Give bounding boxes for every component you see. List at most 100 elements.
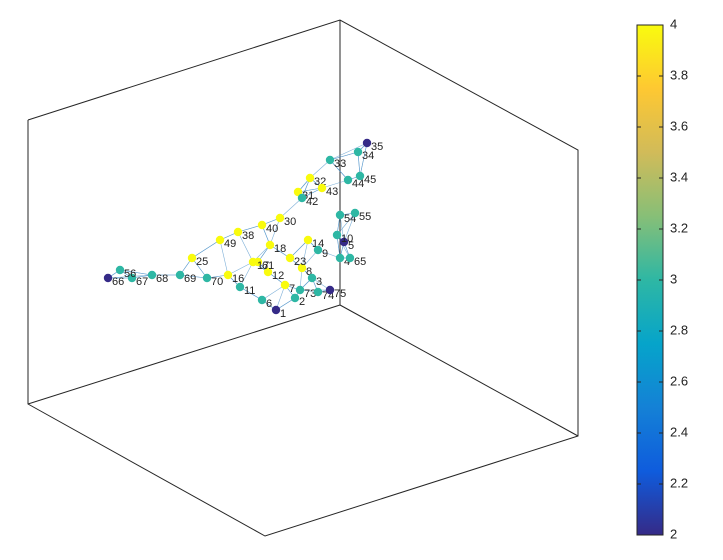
node-label: 11: [244, 285, 255, 297]
node: [332, 230, 342, 240]
node: [103, 273, 113, 283]
colorbar-tick-label: 3.8: [670, 67, 688, 82]
node-label: 14: [312, 238, 324, 250]
edge: [275, 284, 286, 311]
node: [295, 285, 305, 295]
node-label: 44: [352, 178, 364, 190]
node-label: 43: [326, 186, 338, 198]
node: [362, 138, 372, 148]
node-label: 2: [299, 296, 305, 308]
colorbar-tick-label: 2.2: [670, 475, 688, 490]
node: [187, 253, 197, 263]
node-label: 55: [359, 211, 371, 223]
edge: [261, 284, 286, 301]
node-label: 18: [274, 243, 286, 255]
colorbar-tick-label: 2.4: [670, 424, 688, 439]
node-label: 35: [371, 141, 383, 153]
node: [202, 273, 212, 283]
node: [297, 263, 307, 273]
edge: [279, 197, 303, 219]
node: [223, 270, 233, 280]
node: [233, 227, 243, 237]
edge: [359, 142, 368, 177]
edge: [336, 212, 356, 236]
node-label: 1: [280, 308, 286, 320]
node: [127, 273, 137, 283]
node: [303, 235, 313, 245]
node-label: 6: [266, 298, 272, 310]
node: [335, 253, 345, 263]
node-label: 67: [136, 276, 148, 288]
node: [297, 193, 307, 203]
colorbar-tick-label: 3.2: [670, 220, 688, 235]
node-label: 5: [348, 240, 354, 252]
edge: [269, 217, 281, 246]
edge: [179, 274, 208, 279]
node: [257, 220, 267, 230]
node: [147, 270, 157, 280]
edge: [239, 286, 263, 301]
node: [285, 253, 295, 263]
edge: [237, 231, 254, 263]
node: [313, 287, 323, 297]
node-label: 17: [257, 260, 269, 272]
node-label: 49: [224, 238, 236, 250]
node-label: 69: [184, 273, 196, 285]
node-label: 10: [341, 233, 353, 245]
node: [305, 173, 315, 183]
node-label: 73: [304, 288, 316, 300]
edge: [239, 261, 254, 288]
node: [271, 305, 281, 315]
edge: [321, 179, 349, 189]
node-label: 56: [124, 268, 136, 280]
node-label: 42: [306, 196, 318, 208]
node-label: 23: [294, 256, 306, 268]
node: [175, 270, 185, 280]
node-label: 34: [362, 150, 374, 162]
node-label: 66: [112, 276, 124, 288]
edge: [219, 239, 229, 276]
colorbar-ticks: 2 2.2 2.4 2.6 2.8 3 3.2 3.4 3.6 3.8 4: [637, 16, 688, 541]
node-label: 16: [232, 273, 244, 285]
node: [115, 265, 125, 275]
edge: [191, 239, 221, 259]
node: [325, 155, 335, 165]
colorbar-tick-label: 2.8: [670, 322, 688, 337]
edge: [289, 239, 309, 259]
box-edge: [27, 304, 341, 405]
edge: [309, 159, 331, 179]
node-label: 4: [344, 256, 350, 268]
node-label: 70: [211, 276, 223, 288]
node-label: 75: [334, 288, 346, 300]
node: [335, 210, 345, 220]
node-label: 61: [262, 260, 274, 272]
node: [355, 171, 365, 181]
node-label: 25: [196, 256, 208, 268]
edge: [336, 234, 351, 259]
node: [235, 282, 245, 292]
node: [280, 280, 290, 290]
node: [307, 273, 317, 283]
node: [293, 187, 303, 197]
colorbar-tick-label: 2.6: [670, 373, 688, 388]
node-label: 7: [289, 283, 295, 295]
node-label: 9: [322, 248, 328, 260]
colorbar-tick-label: 3.6: [670, 118, 688, 133]
node-label: 68: [156, 273, 168, 285]
node-label: 45: [364, 174, 376, 186]
node-label: 40: [266, 223, 278, 235]
edge: [301, 239, 309, 269]
node-label: 65: [354, 256, 366, 268]
edge: [119, 269, 153, 276]
node-label: 33: [334, 158, 346, 170]
node: [325, 285, 335, 295]
node-label: 3: [316, 276, 322, 288]
edge: [329, 151, 359, 161]
node: [275, 213, 285, 223]
node: [265, 240, 275, 250]
node: [343, 175, 353, 185]
node-label: 38: [242, 230, 254, 242]
colorbar-tick-label: 2: [670, 526, 677, 541]
